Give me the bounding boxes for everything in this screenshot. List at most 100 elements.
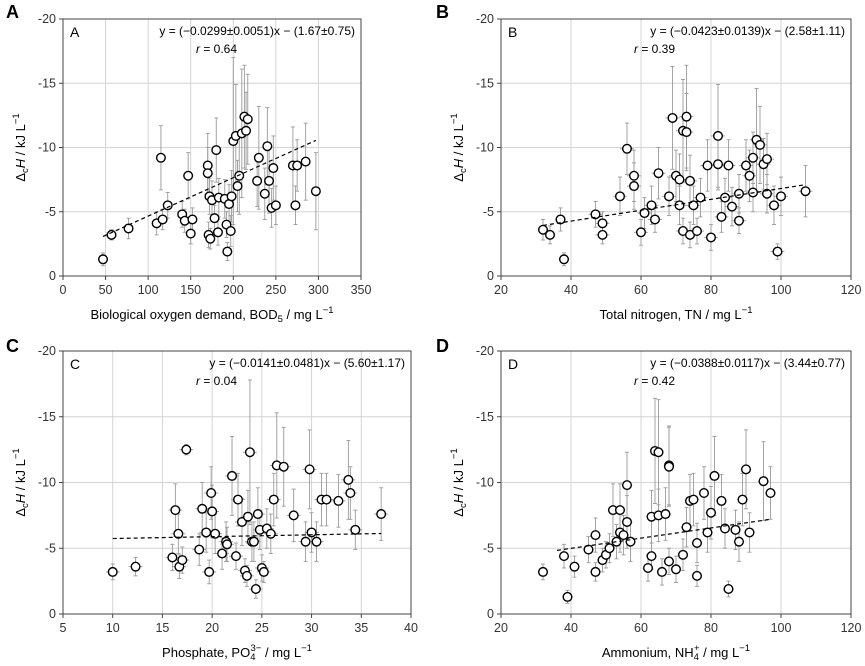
- data-point: [713, 159, 724, 170]
- data-point: [692, 570, 703, 581]
- panel-letter: D: [436, 336, 449, 356]
- data-point: [629, 170, 640, 181]
- data-point: [300, 156, 311, 167]
- x-tick-label: 35: [354, 621, 368, 635]
- data-point: [569, 561, 580, 572]
- data-point: [376, 509, 387, 520]
- y-tick-label: -5: [483, 541, 494, 555]
- y-tick-label: -10: [38, 141, 56, 155]
- correlation-coefficient: r = 0.64: [196, 42, 237, 56]
- data-points: [107, 444, 387, 595]
- data-point: [769, 200, 780, 211]
- data-point: [590, 209, 601, 220]
- y-tick-label: -5: [45, 541, 56, 555]
- correlation-coefficient: r = 0.42: [634, 374, 675, 388]
- panel-c: 5 10 15 20 25 30 35 40 0 -5 -10 -15 -20 y = (−0.0141±…: [6, 336, 418, 663]
- data-point: [681, 522, 692, 533]
- x-tick-label: 150: [180, 283, 201, 297]
- data-point: [615, 505, 626, 516]
- x-tick-label: 60: [634, 621, 648, 635]
- data-point: [755, 139, 766, 150]
- data-point: [559, 551, 570, 562]
- data-point: [678, 549, 689, 560]
- data-point: [209, 213, 220, 224]
- data-point: [234, 170, 245, 181]
- data-point: [748, 152, 759, 163]
- data-point: [692, 226, 703, 237]
- y-tick-label: 0: [487, 269, 494, 283]
- x-tick-label: 80: [704, 283, 718, 297]
- y-tick-label: -5: [45, 205, 56, 219]
- data-point: [106, 229, 117, 240]
- data-point: [681, 111, 692, 122]
- fit-line: [102, 139, 317, 238]
- data-point: [709, 470, 720, 481]
- data-point: [241, 570, 252, 581]
- data-point: [217, 548, 228, 559]
- data-point: [107, 566, 118, 577]
- data-point: [201, 527, 212, 538]
- data-point: [123, 223, 134, 234]
- data-point: [800, 186, 811, 197]
- panel-a: 0 50 100 150 200 250 300 350 0 -5 -10 -15 -20 y = (−0…: [6, 2, 371, 325]
- x-tick-label: 350: [351, 283, 372, 297]
- x-tick-label: 100: [771, 621, 792, 635]
- data-point: [225, 226, 236, 237]
- y-axis-label: ΔcH / kJ L−1: [11, 448, 31, 516]
- data-point: [664, 556, 675, 567]
- data-point: [643, 562, 654, 573]
- panel-letter: B: [436, 2, 449, 22]
- data-points: [538, 445, 776, 602]
- data-point: [242, 511, 253, 522]
- x-axis-label: Biological oxygen demand, BOD5 / mg L−1: [90, 305, 333, 325]
- data-point: [252, 509, 263, 520]
- fit-equation: y = (−0.0423±0.0139)x − (2.58±1.11): [650, 24, 845, 38]
- data-point: [231, 551, 242, 562]
- data-point: [720, 523, 731, 534]
- data-point: [699, 488, 710, 499]
- data-point: [241, 125, 252, 136]
- data-point: [664, 191, 675, 202]
- x-tick-label: 20: [494, 621, 508, 635]
- correlation-coefficient: r = 0.39: [634, 42, 675, 56]
- data-point: [157, 214, 168, 225]
- data-point: [695, 192, 706, 203]
- y-tick-label: 0: [487, 607, 494, 621]
- data-point: [688, 494, 699, 505]
- x-tick-label: 40: [564, 621, 578, 635]
- y-tick-label: -10: [38, 476, 56, 490]
- data-point: [636, 227, 647, 238]
- data-point: [646, 551, 657, 562]
- data-point: [664, 461, 675, 472]
- data-point: [762, 188, 773, 199]
- y-tick-label: -20: [38, 12, 56, 26]
- data-point: [270, 200, 281, 211]
- x-tick-label: 50: [99, 283, 113, 297]
- data-point: [688, 200, 699, 211]
- data-point: [734, 215, 745, 226]
- y-tick-label: -15: [38, 410, 56, 424]
- data-point: [639, 208, 650, 219]
- data-point: [292, 160, 303, 171]
- data-point: [130, 561, 141, 572]
- data-points: [538, 111, 811, 265]
- data-point: [681, 127, 692, 138]
- y-tick-label: -20: [476, 344, 494, 358]
- data-point: [183, 170, 194, 181]
- data-point: [737, 494, 748, 505]
- data-point: [173, 528, 184, 539]
- y-axis-label: ΔcH / kJ L−1: [11, 113, 31, 181]
- data-point: [268, 163, 279, 174]
- data-point: [343, 474, 354, 485]
- data-point: [776, 191, 787, 202]
- fit-equation: y = (−0.0388±0.0117)x − (3.44±0.77): [650, 356, 845, 370]
- data-point: [290, 200, 301, 211]
- data-point: [713, 130, 724, 141]
- data-point: [222, 246, 233, 257]
- y-axis-label: ΔcH / kJ L−1: [449, 113, 469, 181]
- x-tick-label: 25: [255, 621, 269, 635]
- data-point: [723, 160, 734, 171]
- fit-line: [112, 532, 382, 540]
- data-point: [674, 174, 685, 185]
- data-point: [559, 254, 570, 265]
